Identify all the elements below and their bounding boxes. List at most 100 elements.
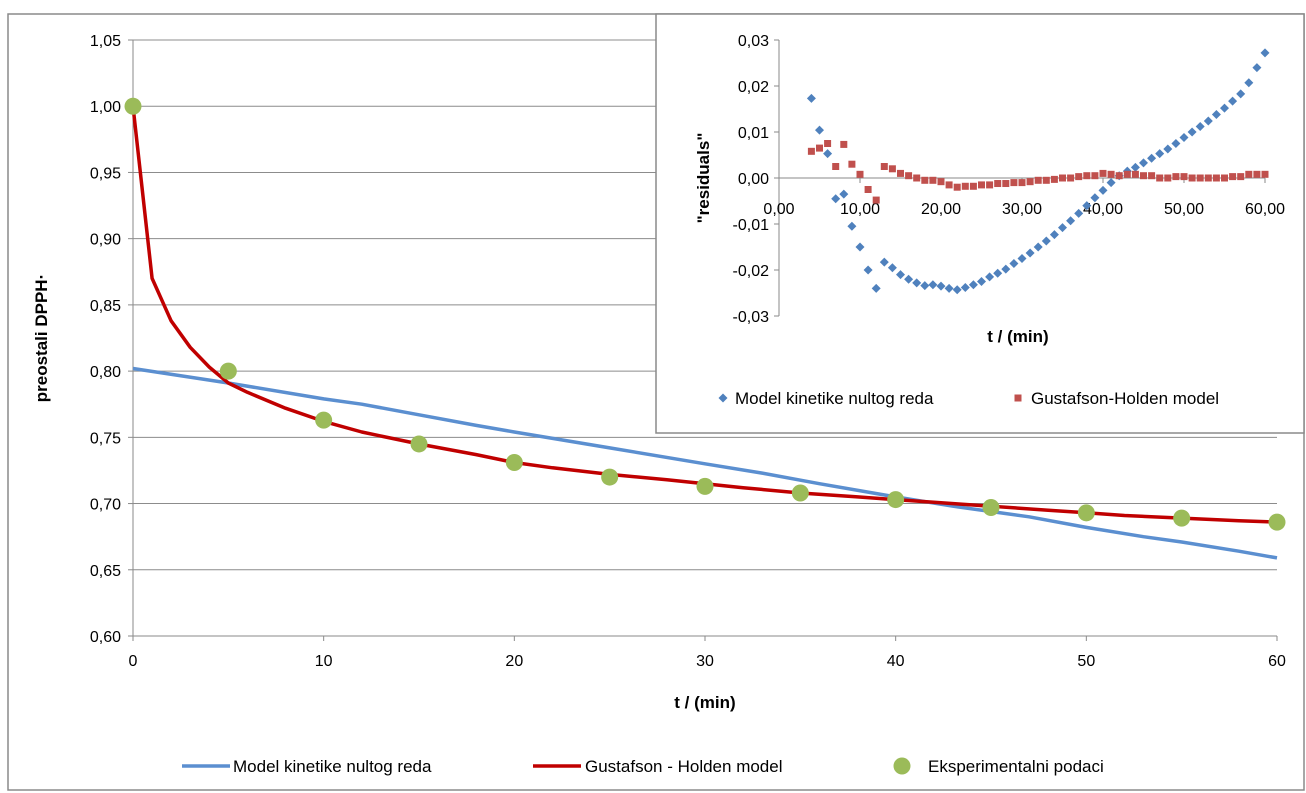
inset-x-tick-label: 50,00 — [1164, 201, 1204, 218]
residual-point-model-kinetike-nultog-reda — [1252, 63, 1262, 73]
inset-y-tick-label: -0,02 — [733, 263, 770, 280]
residual-point-gustafson-holden-model — [937, 178, 945, 186]
residual-point-gustafson-holden-model — [921, 176, 929, 184]
main-y-tick-label: 1,05 — [90, 33, 121, 50]
inset-panel — [655, 13, 1305, 434]
main-y-axis-label: preostali DPPH· — [32, 274, 51, 402]
residual-point-gustafson-holden-model — [1180, 173, 1188, 181]
inset-x-tick-label: 30,00 — [1002, 201, 1042, 218]
legend-swatch-eksperimentalni-podaci — [893, 757, 911, 775]
inset-x-tick-label: 60,00 — [1245, 201, 1285, 218]
main-x-tick-label: 50 — [1077, 653, 1095, 670]
residual-point-gustafson-holden-model — [994, 180, 1002, 188]
residual-point-gustafson-holden-model — [1075, 173, 1083, 181]
residual-point-model-kinetike-nultog-reda — [1179, 133, 1189, 143]
main-y-tick-label: 0,70 — [90, 497, 121, 514]
residual-point-gustafson-holden-model — [1018, 179, 1026, 187]
residual-point-model-kinetike-nultog-reda — [839, 189, 849, 199]
residual-point-model-kinetike-nultog-reda — [896, 270, 905, 280]
residual-point-gustafson-holden-model — [1002, 180, 1010, 188]
residual-point-gustafson-holden-model — [1196, 174, 1204, 182]
inset-x-tick-label: 40,00 — [1083, 201, 1123, 218]
data-point-eksperimentalni-podaci — [219, 362, 237, 380]
main-x-axis-label: t / (min) — [674, 693, 735, 712]
residual-point-gustafson-holden-model — [1237, 173, 1245, 181]
residual-point-model-kinetike-nultog-reda — [977, 277, 986, 286]
residual-point-gustafson-holden-model — [848, 160, 856, 168]
residual-point-gustafson-holden-model — [1172, 173, 1180, 181]
residual-point-gustafson-holden-model — [961, 182, 969, 190]
residual-point-model-kinetike-nultog-reda — [871, 283, 881, 293]
residual-point-gustafson-holden-model — [1099, 169, 1107, 177]
residual-point-gustafson-holden-model — [840, 140, 848, 148]
residual-point-model-kinetike-nultog-reda — [815, 125, 824, 135]
residual-point-gustafson-holden-model — [897, 169, 904, 177]
residual-point-model-kinetike-nultog-reda — [1058, 223, 1067, 233]
residual-point-gustafson-holden-model — [1042, 176, 1050, 184]
data-point-eksperimentalni-podaci — [982, 499, 1000, 517]
residual-point-model-kinetike-nultog-reda — [887, 263, 897, 273]
residual-point-model-kinetike-nultog-reda — [968, 280, 978, 290]
residual-point-gustafson-holden-model — [1140, 172, 1147, 180]
residual-point-model-kinetike-nultog-reda — [1163, 144, 1173, 154]
residual-point-model-kinetike-nultog-reda — [1155, 149, 1165, 159]
inset-legend-label-gustafson-holden-model: Gustafson-Holden model — [1031, 389, 1219, 408]
inset-legend: Model kinetike nultog reda Gustafson-Hold… — [718, 389, 1219, 408]
residual-point-gustafson-holden-model — [880, 163, 888, 170]
residual-point-gustafson-holden-model — [832, 163, 840, 170]
data-point-eksperimentalni-podaci — [601, 468, 619, 486]
residual-point-model-kinetike-nultog-reda — [1220, 103, 1229, 113]
residual-point-model-kinetike-nultog-reda — [904, 274, 914, 284]
residual-point-model-kinetike-nultog-reda — [920, 281, 930, 291]
residual-point-model-kinetike-nultog-reda — [936, 281, 946, 291]
residual-point-gustafson-holden-model — [816, 144, 823, 152]
main-y-tick-label: 1,00 — [90, 99, 121, 116]
residual-point-model-kinetike-nultog-reda — [1009, 259, 1019, 269]
residual-point-gustafson-holden-model — [1107, 170, 1115, 178]
residual-point-gustafson-holden-model — [1050, 175, 1058, 183]
inset-y-tick-label: 0,02 — [738, 79, 769, 96]
residual-point-gustafson-holden-model — [1156, 174, 1164, 182]
residual-point-gustafson-holden-model — [1212, 174, 1220, 182]
residual-point-model-kinetike-nultog-reda — [1049, 230, 1059, 240]
inset-x-tick-label: 0,00 — [763, 201, 794, 218]
residual-point-model-kinetike-nultog-reda — [1098, 185, 1108, 195]
residual-point-gustafson-holden-model — [872, 196, 880, 204]
residual-point-gustafson-holden-model — [1091, 172, 1099, 180]
residual-point-model-kinetike-nultog-reda — [1025, 248, 1035, 258]
residual-point-model-kinetike-nultog-reda — [952, 285, 962, 295]
main-y-tick-label: 0,75 — [90, 430, 121, 447]
inset-legend-swatch-model-kinetike-nultog-reda — [718, 393, 728, 403]
inset-legend-swatch-gustafson-holden-model — [1014, 394, 1022, 402]
residual-point-model-kinetike-nultog-reda — [1082, 201, 1092, 211]
residual-point-gustafson-holden-model — [1059, 174, 1066, 182]
residual-point-gustafson-holden-model — [1245, 170, 1253, 178]
residual-point-gustafson-holden-model — [1188, 174, 1196, 182]
residual-point-model-kinetike-nultog-reda — [823, 149, 833, 159]
residual-point-model-kinetike-nultog-reda — [1211, 110, 1221, 120]
data-point-eksperimentalni-podaci — [1173, 509, 1191, 527]
residual-point-gustafson-holden-model — [888, 165, 896, 173]
residual-point-model-kinetike-nultog-reda — [831, 194, 841, 204]
data-point-eksperimentalni-podaci — [315, 411, 333, 429]
residual-point-gustafson-holden-model — [1083, 172, 1091, 180]
inset-y-tick-labels: -0,03 -0,02 -0,01 0,00 0,01 0,02 0,03 — [733, 33, 770, 326]
residual-point-gustafson-holden-model — [1204, 174, 1212, 182]
residual-point-model-kinetike-nultog-reda — [855, 242, 865, 252]
residual-point-model-kinetike-nultog-reda — [1017, 254, 1027, 263]
series-line-model-kinetike-nultog-reda — [132, 366, 1278, 560]
main-x-tick-label: 0 — [129, 653, 138, 670]
residual-point-model-kinetike-nultog-reda — [1041, 236, 1051, 246]
main-y-tick-label: 0,85 — [90, 298, 121, 315]
residual-point-gustafson-holden-model — [1261, 170, 1269, 178]
residual-point-gustafson-holden-model — [1010, 179, 1018, 187]
residual-point-model-kinetike-nultog-reda — [993, 268, 1003, 278]
residual-point-model-kinetike-nultog-reda — [1066, 216, 1076, 226]
data-point-eksperimentalni-podaci — [696, 477, 714, 495]
residual-point-model-kinetike-nultog-reda — [1236, 89, 1246, 99]
residual-point-model-kinetike-nultog-reda — [1171, 139, 1181, 148]
legend-label-eksperimentalni-podaci: Eksperimentalni podaci — [928, 757, 1104, 776]
data-point-eksperimentalni-podaci — [791, 484, 809, 502]
